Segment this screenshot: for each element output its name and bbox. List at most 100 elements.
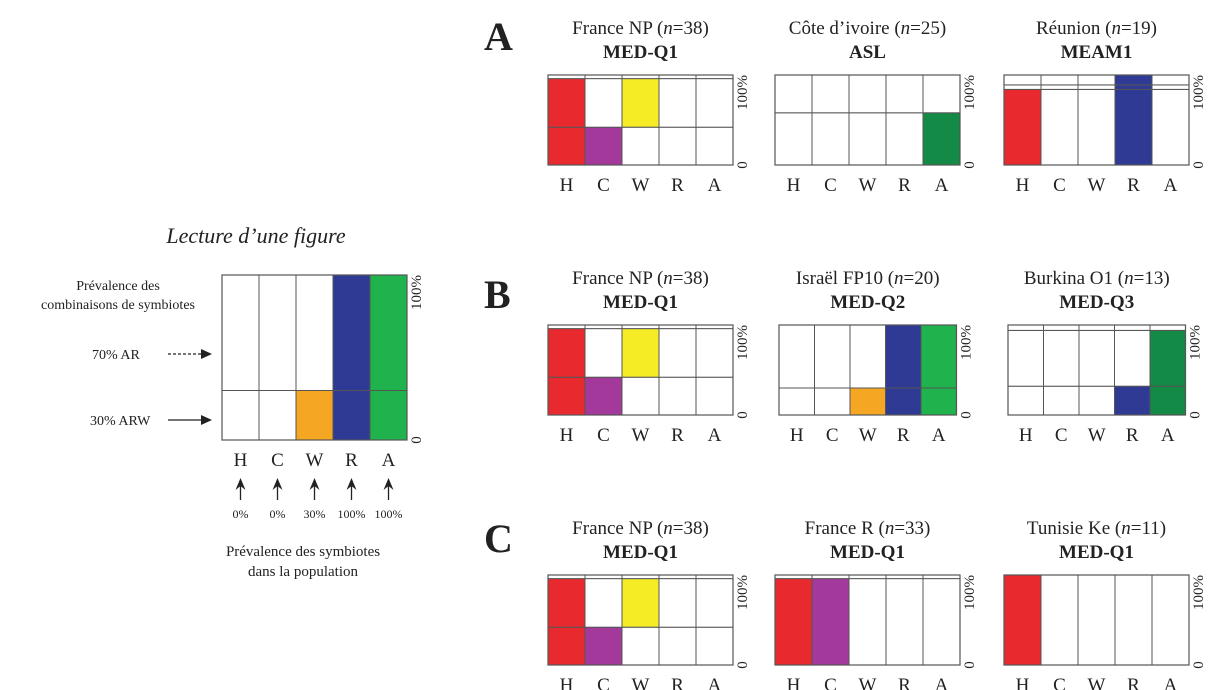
- y-label-0: 0: [735, 411, 751, 419]
- panel-letter-b: B: [484, 272, 511, 317]
- y-label-0: 0: [962, 161, 978, 169]
- chart-title: Israël FP10 (n=20): [796, 268, 940, 289]
- bar-C-seg-2: [1040, 74, 1079, 86]
- tick-label-W: W: [632, 425, 650, 446]
- bar-A-seg-2: [1149, 324, 1186, 331]
- chart-8: H C W R A 100% 0 France R (n=33) MED-Q1: [774, 518, 978, 690]
- bar-W-seg-1: [1077, 84, 1116, 90]
- bar-A-seg-1: [1151, 84, 1190, 90]
- bar-C-seg-0: [1040, 88, 1079, 166]
- up-arrow-head: [383, 478, 394, 490]
- chart-frame: [774, 74, 961, 166]
- bar-A-seg-0: [695, 376, 734, 416]
- panel-letter-a: A: [484, 14, 513, 59]
- bar-C-seg-1: [811, 74, 850, 114]
- bar-C-seg-0: [584, 376, 623, 416]
- bar-W-seg-0: [621, 126, 660, 166]
- bar-W-seg-1: [848, 74, 887, 114]
- bar-H-seg-0: [1003, 574, 1042, 666]
- bar-H-seg-0: [547, 626, 586, 666]
- chart-title: Tunisie Ke (n=11): [1027, 518, 1166, 539]
- legend-combo-label-1: Prévalence des: [76, 279, 160, 294]
- y-label-100: 100%: [735, 325, 751, 360]
- legend-arrow-30-label: 30% ARW: [90, 414, 151, 429]
- y-label-100: 100%: [735, 575, 751, 610]
- title-part: n: [1124, 268, 1134, 289]
- bar-A-seg-1: [695, 78, 734, 128]
- bar-C-seg-0: [811, 112, 850, 166]
- bar-R-seg-0: [658, 376, 697, 416]
- chart-title: France R (n=33): [805, 518, 931, 539]
- tick-label-A: A: [708, 425, 722, 446]
- chart-frame: [1007, 324, 1187, 416]
- up-arrow-head: [235, 478, 246, 490]
- bar-R-seg-1: [658, 328, 697, 378]
- chart-subtitle: MED-Q1: [603, 42, 678, 63]
- tick-label-H: H: [1019, 425, 1033, 446]
- up-arrow-head: [346, 478, 357, 490]
- tick-label-H: H: [234, 450, 248, 471]
- bar-C-seg-0: [584, 126, 623, 166]
- bar-R-seg-0: [1114, 385, 1151, 416]
- chart-1: H C W R A 100% 0 France NP (n=38) MED-Q1: [547, 18, 751, 196]
- chart-subtitle: MED-Q1: [1059, 542, 1134, 563]
- chart-title: Burkina O1 (n=13): [1024, 268, 1170, 289]
- bar-R-seg-0: [332, 390, 371, 441]
- bar-A-seg-0: [920, 387, 957, 416]
- title-part: Burkina O1 (: [1024, 268, 1124, 289]
- bar-R-seg-0: [658, 126, 697, 166]
- title-part: =19): [1121, 18, 1157, 39]
- y-label-0: 0: [1191, 161, 1207, 169]
- title-part: =11): [1131, 518, 1166, 539]
- bar-R-seg-1: [885, 74, 924, 114]
- y-label-0: 0: [959, 411, 975, 419]
- legend-arrows: [168, 349, 212, 425]
- tick-label-R: R: [898, 675, 911, 690]
- bar-W-seg-0: [848, 578, 887, 666]
- tick-label-C: C: [597, 425, 610, 446]
- bar-A-seg-0: [1151, 88, 1190, 166]
- up-arrow-head: [309, 478, 320, 490]
- bar-W-seg-0: [295, 390, 334, 441]
- bar-W-seg-2: [1077, 74, 1116, 86]
- bar-H-seg-0: [221, 390, 260, 441]
- chart-subtitle: MED-Q2: [830, 292, 905, 313]
- chart-2: H C W R A 100% 0 Côte d’ivoire (n=25) ASL: [774, 18, 978, 196]
- title-part: France R (: [805, 518, 885, 539]
- bar-A-seg-1: [922, 74, 961, 114]
- tick-label-W: W: [306, 450, 324, 471]
- y-label-100: 100%: [1188, 325, 1204, 360]
- pct-label: 0%: [233, 507, 249, 521]
- title-part: n: [663, 18, 673, 39]
- bar-H-seg-1: [547, 78, 586, 128]
- tick-label-C: C: [597, 175, 610, 196]
- arrow-30-head: [201, 415, 212, 425]
- bar-W-seg-1: [621, 328, 660, 378]
- y-label-0: 0: [1191, 661, 1207, 669]
- bar-W-seg-1: [295, 274, 334, 391]
- y-label-0: 0: [962, 661, 978, 669]
- y-label-100: 100%: [962, 75, 978, 110]
- bar-R-seg-2: [1114, 74, 1153, 86]
- tick-label-W: W: [859, 425, 877, 446]
- bar-R-seg-1: [1114, 84, 1153, 90]
- tick-label-H: H: [1016, 175, 1030, 196]
- bar-H-seg-0: [547, 376, 586, 416]
- title-part: n: [1121, 518, 1131, 539]
- bar-A-seg-1: [695, 328, 734, 378]
- title-part: France NP (: [572, 518, 663, 539]
- bar-H-seg-1: [547, 578, 586, 628]
- tick-label-R: R: [671, 175, 684, 196]
- title-part: n: [1111, 18, 1121, 39]
- title-part: =13): [1134, 268, 1170, 289]
- arrow-70-head: [201, 349, 212, 359]
- bar-H-seg-1: [1007, 329, 1044, 387]
- tick-label-W: W: [632, 175, 650, 196]
- y-label-100: 100%: [409, 275, 425, 310]
- chart-frame: [774, 574, 961, 666]
- bar-R-seg-0: [658, 626, 697, 666]
- tick-label-R: R: [345, 450, 358, 471]
- bar-C-seg-1: [1040, 84, 1079, 90]
- bar-A-seg-0: [695, 626, 734, 666]
- bar-H-seg-0: [547, 126, 586, 166]
